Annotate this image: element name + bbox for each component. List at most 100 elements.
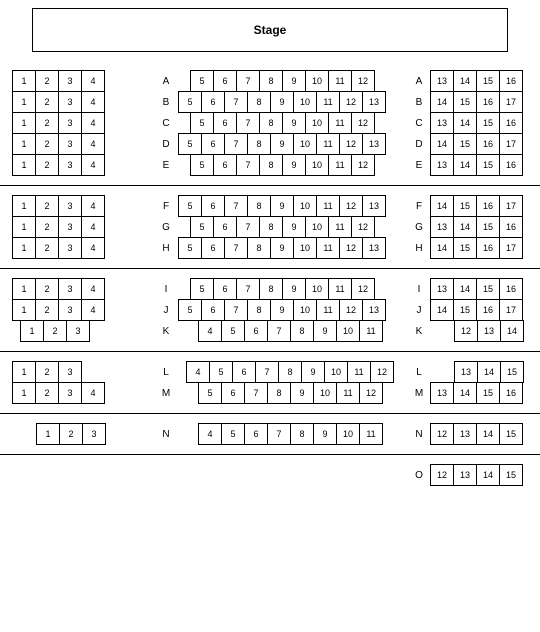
seat-L-1[interactable]: 1 — [12, 361, 36, 383]
seat-C-5[interactable]: 5 — [190, 112, 214, 134]
seat-L-5[interactable]: 5 — [209, 361, 233, 383]
seat-D-14[interactable]: 14 — [430, 133, 454, 155]
seat-J-2[interactable]: 2 — [35, 299, 59, 321]
seat-C-4[interactable]: 4 — [81, 112, 105, 134]
seat-K-13[interactable]: 13 — [477, 320, 501, 342]
seat-E-7[interactable]: 7 — [236, 154, 260, 176]
seat-L-8[interactable]: 8 — [278, 361, 302, 383]
seat-A-14[interactable]: 14 — [453, 70, 477, 92]
seat-M-15[interactable]: 15 — [476, 382, 500, 404]
seat-N-2[interactable]: 2 — [59, 423, 83, 445]
seat-B-1[interactable]: 1 — [12, 91, 36, 113]
seat-K-5[interactable]: 5 — [221, 320, 245, 342]
seat-E-16[interactable]: 16 — [499, 154, 523, 176]
seat-M-16[interactable]: 16 — [499, 382, 523, 404]
seat-A-13[interactable]: 13 — [430, 70, 454, 92]
seat-I-6[interactable]: 6 — [213, 278, 237, 300]
seat-F-15[interactable]: 15 — [453, 195, 477, 217]
seat-G-1[interactable]: 1 — [12, 216, 36, 238]
seat-K-10[interactable]: 10 — [336, 320, 360, 342]
seat-I-7[interactable]: 7 — [236, 278, 260, 300]
seat-C-1[interactable]: 1 — [12, 112, 36, 134]
seat-F-5[interactable]: 5 — [178, 195, 202, 217]
seat-J-9[interactable]: 9 — [270, 299, 294, 321]
seat-H-15[interactable]: 15 — [453, 237, 477, 259]
seat-F-7[interactable]: 7 — [224, 195, 248, 217]
seat-J-10[interactable]: 10 — [293, 299, 317, 321]
seat-K-9[interactable]: 9 — [313, 320, 337, 342]
seat-G-15[interactable]: 15 — [476, 216, 500, 238]
seat-B-17[interactable]: 17 — [499, 91, 523, 113]
seat-O-13[interactable]: 13 — [453, 464, 477, 486]
seat-D-8[interactable]: 8 — [247, 133, 271, 155]
seat-A-12[interactable]: 12 — [351, 70, 375, 92]
seat-C-11[interactable]: 11 — [328, 112, 352, 134]
seat-G-7[interactable]: 7 — [236, 216, 260, 238]
seat-I-1[interactable]: 1 — [12, 278, 36, 300]
seat-F-14[interactable]: 14 — [430, 195, 454, 217]
seat-J-6[interactable]: 6 — [201, 299, 225, 321]
seat-G-8[interactable]: 8 — [259, 216, 283, 238]
seat-A-9[interactable]: 9 — [282, 70, 306, 92]
seat-C-7[interactable]: 7 — [236, 112, 260, 134]
seat-N-13[interactable]: 13 — [453, 423, 477, 445]
seat-I-9[interactable]: 9 — [282, 278, 306, 300]
seat-N-4[interactable]: 4 — [198, 423, 222, 445]
seat-I-13[interactable]: 13 — [430, 278, 454, 300]
seat-H-14[interactable]: 14 — [430, 237, 454, 259]
seat-I-12[interactable]: 12 — [351, 278, 375, 300]
seat-N-10[interactable]: 10 — [336, 423, 360, 445]
seat-F-12[interactable]: 12 — [339, 195, 363, 217]
seat-H-9[interactable]: 9 — [270, 237, 294, 259]
seat-K-14[interactable]: 14 — [500, 320, 524, 342]
seat-C-2[interactable]: 2 — [35, 112, 59, 134]
seat-B-14[interactable]: 14 — [430, 91, 454, 113]
seat-B-13[interactable]: 13 — [362, 91, 386, 113]
seat-D-4[interactable]: 4 — [81, 133, 105, 155]
seat-G-10[interactable]: 10 — [305, 216, 329, 238]
seat-E-2[interactable]: 2 — [35, 154, 59, 176]
seat-C-6[interactable]: 6 — [213, 112, 237, 134]
seat-A-11[interactable]: 11 — [328, 70, 352, 92]
seat-E-11[interactable]: 11 — [328, 154, 352, 176]
seat-N-1[interactable]: 1 — [36, 423, 60, 445]
seat-D-3[interactable]: 3 — [58, 133, 82, 155]
seat-D-13[interactable]: 13 — [362, 133, 386, 155]
seat-N-7[interactable]: 7 — [267, 423, 291, 445]
seat-K-4[interactable]: 4 — [198, 320, 222, 342]
seat-D-12[interactable]: 12 — [339, 133, 363, 155]
seat-B-9[interactable]: 9 — [270, 91, 294, 113]
seat-N-6[interactable]: 6 — [244, 423, 268, 445]
seat-A-6[interactable]: 6 — [213, 70, 237, 92]
seat-J-15[interactable]: 15 — [453, 299, 477, 321]
seat-D-6[interactable]: 6 — [201, 133, 225, 155]
seat-E-3[interactable]: 3 — [58, 154, 82, 176]
seat-M-4[interactable]: 4 — [81, 382, 105, 404]
seat-A-4[interactable]: 4 — [81, 70, 105, 92]
seat-B-2[interactable]: 2 — [35, 91, 59, 113]
seat-C-15[interactable]: 15 — [476, 112, 500, 134]
seat-I-14[interactable]: 14 — [453, 278, 477, 300]
seat-H-2[interactable]: 2 — [35, 237, 59, 259]
seat-J-14[interactable]: 14 — [430, 299, 454, 321]
seat-L-10[interactable]: 10 — [324, 361, 348, 383]
seat-M-8[interactable]: 8 — [267, 382, 291, 404]
seat-E-6[interactable]: 6 — [213, 154, 237, 176]
seat-I-5[interactable]: 5 — [190, 278, 214, 300]
seat-K-8[interactable]: 8 — [290, 320, 314, 342]
seat-M-6[interactable]: 6 — [221, 382, 245, 404]
seat-G-12[interactable]: 12 — [351, 216, 375, 238]
seat-A-8[interactable]: 8 — [259, 70, 283, 92]
seat-M-11[interactable]: 11 — [336, 382, 360, 404]
seat-J-1[interactable]: 1 — [12, 299, 36, 321]
seat-A-7[interactable]: 7 — [236, 70, 260, 92]
seat-H-7[interactable]: 7 — [224, 237, 248, 259]
seat-G-4[interactable]: 4 — [81, 216, 105, 238]
seat-F-17[interactable]: 17 — [499, 195, 523, 217]
seat-I-16[interactable]: 16 — [499, 278, 523, 300]
seat-K-3[interactable]: 3 — [66, 320, 90, 342]
seat-H-6[interactable]: 6 — [201, 237, 225, 259]
seat-L-4[interactable]: 4 — [186, 361, 210, 383]
seat-O-14[interactable]: 14 — [476, 464, 500, 486]
seat-I-3[interactable]: 3 — [58, 278, 82, 300]
